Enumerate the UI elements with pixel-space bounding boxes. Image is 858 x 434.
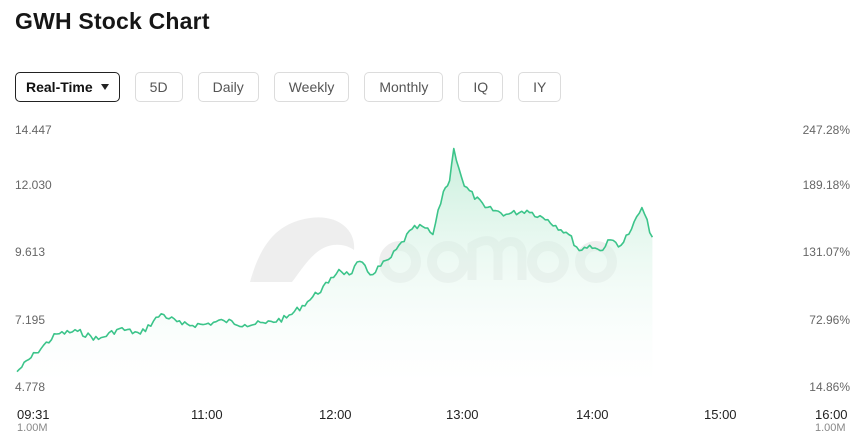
y-tick-right: 131.07% <box>802 245 850 259</box>
x-tick: 15:00 <box>704 407 737 422</box>
tab-label: Real-Time <box>26 79 93 95</box>
x-sub-label: 1.00M <box>815 422 846 434</box>
y-tick-left: 14.447 <box>15 123 52 137</box>
x-tick: 09:31 <box>17 407 50 422</box>
y-tick-right: 14.86% <box>809 380 850 394</box>
y-tick-left: 12.030 <box>15 178 52 192</box>
page-title: GWH Stock Chart <box>15 8 210 34</box>
y-tick-left: 7.195 <box>15 313 46 327</box>
x-tick: 14:00 <box>576 407 609 422</box>
price-series-line <box>16 147 654 373</box>
price-area-fill <box>17 148 653 383</box>
x-tick: 12:00 <box>319 407 352 422</box>
x-tick: 13:00 <box>446 407 479 422</box>
tab-monthly[interactable]: Monthly <box>364 72 444 102</box>
tab-weekly[interactable]: Weekly <box>273 72 350 102</box>
tab-iy[interactable]: IY <box>518 72 562 102</box>
y-tick-right: 72.96% <box>809 313 850 327</box>
x-tick: 11:00 <box>191 407 223 422</box>
tab-daily[interactable]: Daily <box>197 72 259 102</box>
x-tick: 16:00 <box>815 407 848 422</box>
y-tick-left: 9.613 <box>15 245 46 259</box>
caret-down-icon <box>100 84 109 90</box>
y-tick-right: 247.28% <box>802 123 850 137</box>
timeframe-tabs: Real-Time 5D Daily Weekly Monthly IQ IY <box>15 72 562 104</box>
tab-iq[interactable]: IQ <box>458 72 504 102</box>
y-tick-left: 4.778 <box>15 380 46 394</box>
y-tick-right: 189.18% <box>802 178 850 192</box>
tab-5d[interactable]: 5D <box>134 72 183 102</box>
plot-area <box>16 147 654 383</box>
tab-real-time[interactable]: Real-Time <box>15 72 120 102</box>
x-sub-label: 1.00M <box>17 422 48 434</box>
